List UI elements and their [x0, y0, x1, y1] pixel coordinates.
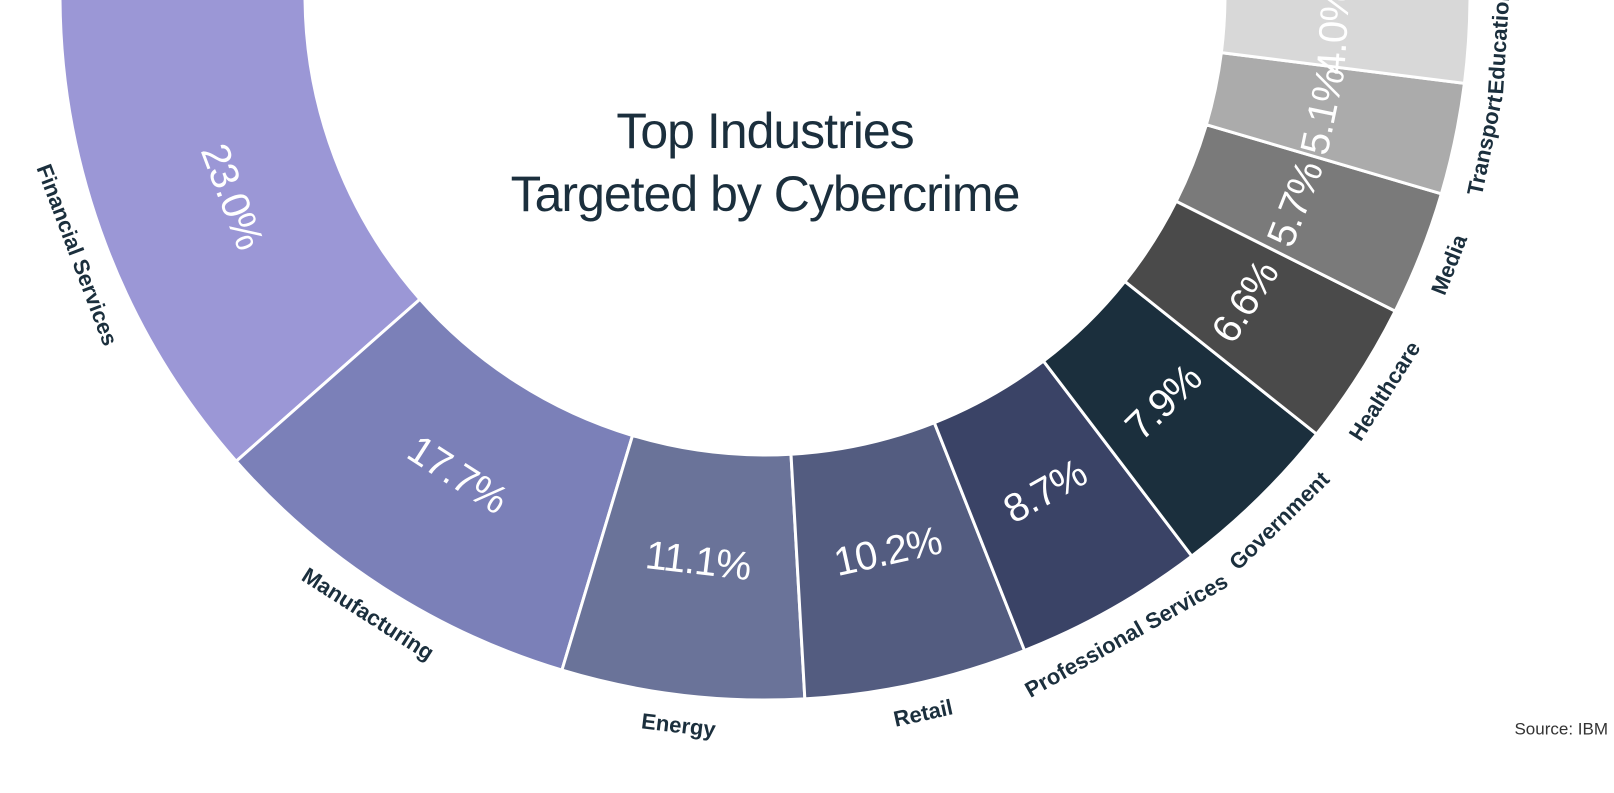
chart-title: Targeted by Cybercrime [511, 166, 1020, 222]
source-note: Source: IBM [1514, 719, 1608, 738]
category-label: Media [1426, 230, 1472, 298]
category-label: Education [1483, 0, 1515, 95]
segment [1219, 0, 1472, 86]
value-label: 4.0% [1309, 0, 1358, 76]
chart-title: Top Industries [616, 103, 913, 159]
category-label: Transport [1462, 92, 1507, 197]
category-label: Energy [640, 708, 718, 742]
category-label: Retail [891, 694, 955, 731]
segment [58, 0, 423, 464]
